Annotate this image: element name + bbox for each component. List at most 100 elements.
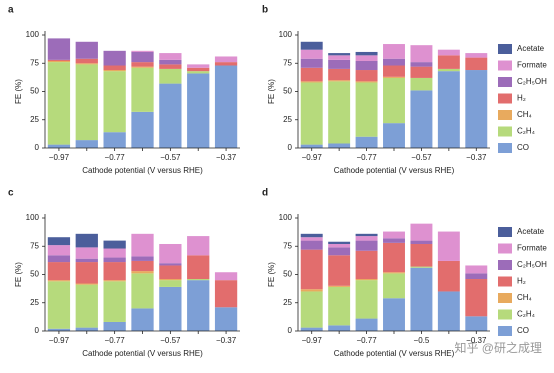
bar-segment <box>103 71 126 133</box>
bar-segment <box>300 81 323 83</box>
y-tick-label: 0 <box>35 143 40 152</box>
bar-segment <box>410 243 433 267</box>
bar-segment <box>103 280 126 282</box>
x-tick-label: −0.57 <box>411 153 432 162</box>
bar-segment <box>300 289 323 292</box>
bar-segment <box>75 63 98 65</box>
legend-swatch <box>498 227 512 237</box>
bar-segment <box>355 250 378 280</box>
bar-segment <box>437 231 460 261</box>
y-tick-label: 100 <box>26 213 40 222</box>
bar-segment <box>300 82 323 145</box>
bar-segment <box>187 236 210 256</box>
bar-segment <box>300 233 323 238</box>
bar-segment <box>328 55 351 60</box>
x-tick-label: −0.77 <box>105 336 126 345</box>
bar-segment <box>103 70 126 72</box>
bar-segment <box>47 38 71 60</box>
bar-segment <box>465 57 488 71</box>
panel-label: b <box>262 5 268 16</box>
legend-label: CH₄ <box>517 293 532 302</box>
legend-label: CH₄ <box>517 110 532 119</box>
legend-label: CO <box>517 326 529 335</box>
legend-swatch <box>498 326 512 336</box>
legend-swatch <box>498 276 512 287</box>
bar-segment <box>355 70 378 82</box>
bar-segment <box>187 255 210 280</box>
legend-swatch <box>498 293 512 303</box>
bar-segment <box>159 280 182 287</box>
bar-segment <box>328 143 351 148</box>
bar-segment <box>131 260 154 272</box>
y-axis-label: FE (%) <box>267 79 276 104</box>
bar-segment <box>328 285 351 287</box>
x-tick-label: −0.77 <box>356 336 377 345</box>
bar-segment <box>410 223 433 241</box>
watermark: 知乎 @研之成理 <box>454 341 542 355</box>
bar-segment <box>410 62 433 67</box>
bar-segment <box>47 255 71 263</box>
bar-segment <box>131 233 154 257</box>
bar-segment <box>300 249 323 290</box>
bar-segment <box>75 41 98 59</box>
bar-segment <box>410 45 433 63</box>
bar-segment <box>75 140 98 148</box>
bar-segment <box>159 64 182 69</box>
bar-segment <box>410 267 433 331</box>
bar-segment <box>75 283 98 285</box>
bar-segment <box>383 77 405 124</box>
x-axis-label: Cathode potential (V versus RHE) <box>334 349 455 358</box>
bar-segment <box>355 60 378 71</box>
bar-segment <box>328 59 351 69</box>
bar-segment <box>47 144 71 148</box>
bar-segment <box>383 238 405 243</box>
bar-segment <box>103 240 126 249</box>
y-tick-label: 50 <box>30 87 39 96</box>
legend-swatch <box>498 77 512 87</box>
legend-swatch <box>498 126 512 137</box>
legend-label: Formate <box>517 244 547 253</box>
bar-segment <box>328 68 351 81</box>
bar-segment <box>47 59 71 61</box>
panel-label: c <box>8 188 14 199</box>
bar-segment <box>187 279 210 281</box>
bar-segment <box>47 62 71 145</box>
bar-segment <box>159 53 182 60</box>
bar-segment <box>159 286 182 331</box>
bar-segment <box>300 291 323 328</box>
bar-segment <box>465 265 488 274</box>
bar-segment <box>383 65 405 77</box>
y-tick-label: 75 <box>283 241 292 250</box>
bar-segment <box>187 67 210 72</box>
bar-segment <box>47 262 71 281</box>
bar-segment <box>300 49 323 59</box>
bar-segment <box>75 58 98 64</box>
x-tick-label: −0.57 <box>160 153 181 162</box>
legend-swatch <box>498 243 512 254</box>
bar-segment <box>328 241 351 244</box>
bar-segment <box>355 81 378 83</box>
bar-segment <box>103 281 126 322</box>
bar-segment <box>328 81 351 144</box>
bar-segment <box>75 327 98 331</box>
bar-segment <box>300 67 323 82</box>
bar-segment <box>383 123 405 148</box>
bar-segment <box>131 271 154 274</box>
bar-segment <box>159 68 182 84</box>
bar-segment <box>75 284 98 328</box>
y-tick-label: 50 <box>283 270 292 279</box>
bar-segment <box>465 273 488 280</box>
y-tick-label: 0 <box>35 326 40 335</box>
bar-segment <box>214 56 238 63</box>
bar-segment <box>328 80 351 82</box>
x-tick-label: −0.57 <box>160 336 181 345</box>
bar-segment <box>355 82 378 137</box>
bar-segment <box>437 71 460 148</box>
legend-label: Acetate <box>517 227 545 236</box>
y-axis-label: FE (%) <box>267 262 276 287</box>
legend-swatch <box>498 60 512 71</box>
bar-segment <box>383 76 405 78</box>
bar-segment <box>47 245 71 256</box>
bar-segment <box>328 247 351 256</box>
bar-segment <box>300 41 323 50</box>
